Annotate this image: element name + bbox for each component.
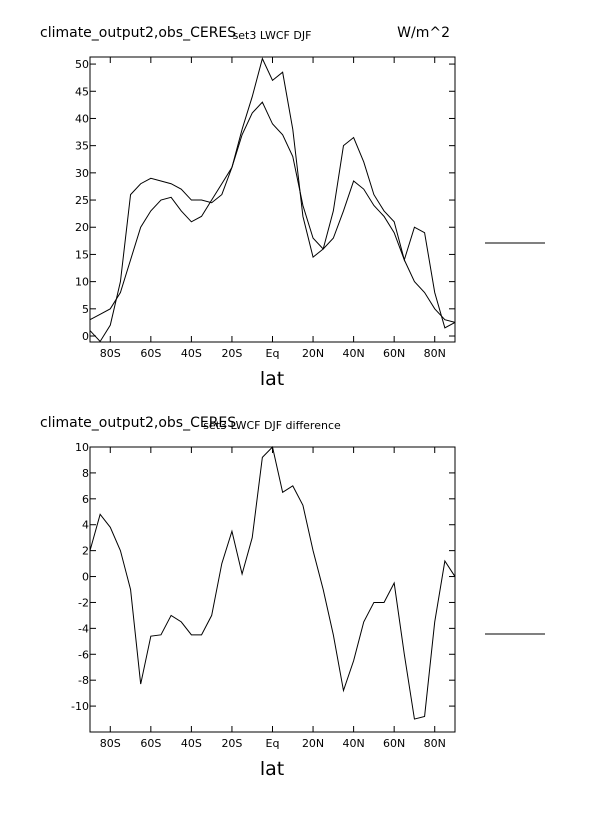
data-line bbox=[89, 445, 456, 720]
x-tick-label: Eq bbox=[266, 737, 280, 750]
y-tick-label: 2 bbox=[82, 545, 89, 558]
x-tick-label: 80S bbox=[100, 737, 121, 750]
y-tick-label: 5 bbox=[82, 303, 89, 316]
title-center: set3 LWCF DJF bbox=[233, 29, 312, 42]
y-tick-label: 10 bbox=[75, 276, 89, 289]
title-right: W/m^2 bbox=[397, 25, 450, 41]
x-tick-label: Eq bbox=[266, 347, 280, 360]
x-tick-label: 40N bbox=[342, 737, 364, 750]
y-tick-label: 40 bbox=[75, 112, 89, 125]
y-tick-label: 45 bbox=[75, 85, 89, 98]
plot-frame bbox=[89, 446, 456, 733]
title-center: set3 LWCF DJF difference bbox=[203, 419, 341, 432]
x-tick-label: 20N bbox=[302, 347, 324, 360]
y-tick-label: -10 bbox=[71, 700, 89, 713]
x-tick-label: 60N bbox=[383, 347, 405, 360]
y-tick-label: 0 bbox=[82, 571, 89, 584]
x-axis-label: lat bbox=[260, 368, 284, 390]
data-line bbox=[89, 57, 456, 343]
y-tick-label: -8 bbox=[78, 674, 89, 687]
x-tick-label: 20N bbox=[302, 737, 324, 750]
data-line bbox=[89, 101, 456, 323]
y-tick-label: 35 bbox=[75, 140, 89, 153]
x-tick-label: 20S bbox=[221, 347, 242, 360]
title-left: climate_output2,obs_CERES bbox=[40, 25, 236, 41]
x-tick-label: 60S bbox=[140, 737, 161, 750]
x-tick-label: 80S bbox=[100, 347, 121, 360]
y-tick-label: 4 bbox=[82, 519, 89, 532]
y-tick-label: 8 bbox=[82, 467, 89, 480]
y-tick-label: -4 bbox=[78, 622, 89, 635]
title-left: climate_output2,obs_CERES bbox=[40, 415, 236, 431]
plot-frame bbox=[89, 56, 456, 343]
x-tick-label: 40S bbox=[181, 347, 202, 360]
y-tick-label: 0 bbox=[82, 330, 89, 343]
x-tick-label: 60S bbox=[140, 347, 161, 360]
x-tick-label: 80N bbox=[424, 347, 446, 360]
x-tick-label: 60N bbox=[383, 737, 405, 750]
x-tick-label: 80N bbox=[424, 737, 446, 750]
y-tick-label: 25 bbox=[75, 194, 89, 207]
x-tick-label: 20S bbox=[221, 737, 242, 750]
x-tick-label: 40S bbox=[181, 737, 202, 750]
y-tick-label: -6 bbox=[78, 648, 89, 661]
x-axis-label: lat bbox=[260, 758, 284, 780]
y-tick-label: 10 bbox=[75, 441, 89, 454]
y-tick-label: 50 bbox=[75, 58, 89, 71]
y-tick-label: 15 bbox=[75, 248, 89, 261]
y-tick-label: 6 bbox=[82, 493, 89, 506]
y-tick-label: -2 bbox=[78, 596, 89, 609]
x-tick-label: 40N bbox=[342, 347, 364, 360]
y-tick-label: 30 bbox=[75, 167, 89, 180]
y-tick-label: 20 bbox=[75, 221, 89, 234]
